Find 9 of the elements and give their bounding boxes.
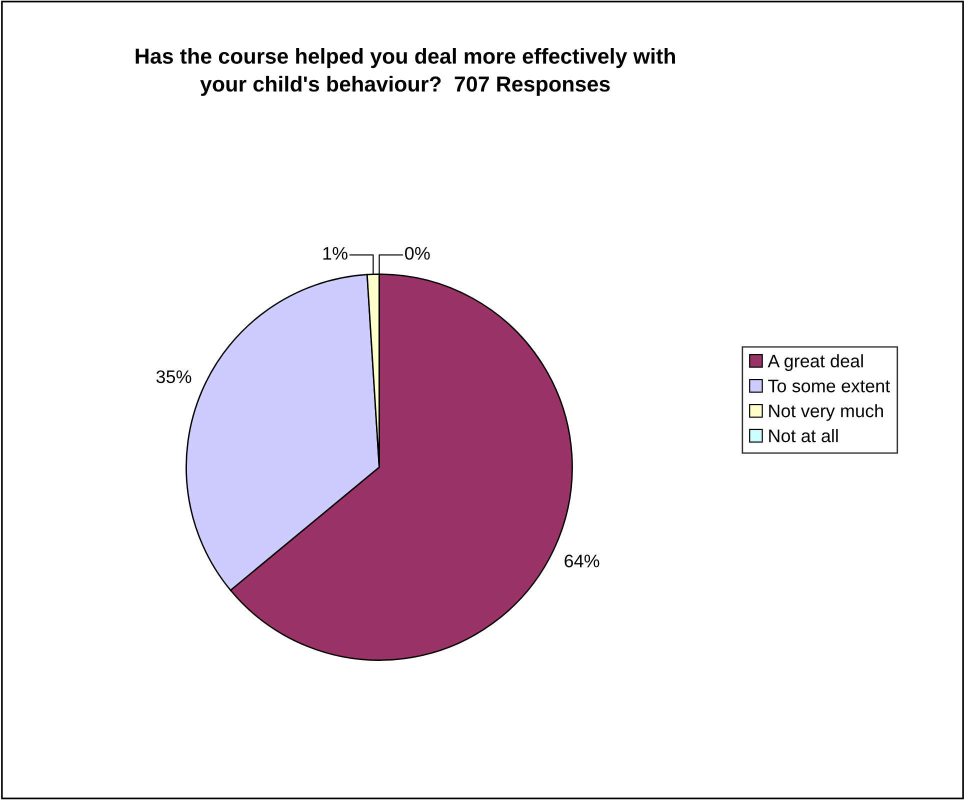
data-label: 1%	[323, 247, 348, 260]
legend-label: Not very much	[769, 404, 883, 421]
data-label: 64%	[564, 554, 600, 568]
legend-label: Not at all	[769, 429, 838, 442]
legend-label: A great deal	[768, 354, 863, 371]
chart-title: Has the course helped you deal more effectively with your child's behaviour? 707 Responses	[136, 48, 675, 96]
text: 0%	[405, 246, 430, 260]
data-label: 35%	[156, 370, 192, 384]
legend-label: To some extent	[768, 380, 890, 392]
